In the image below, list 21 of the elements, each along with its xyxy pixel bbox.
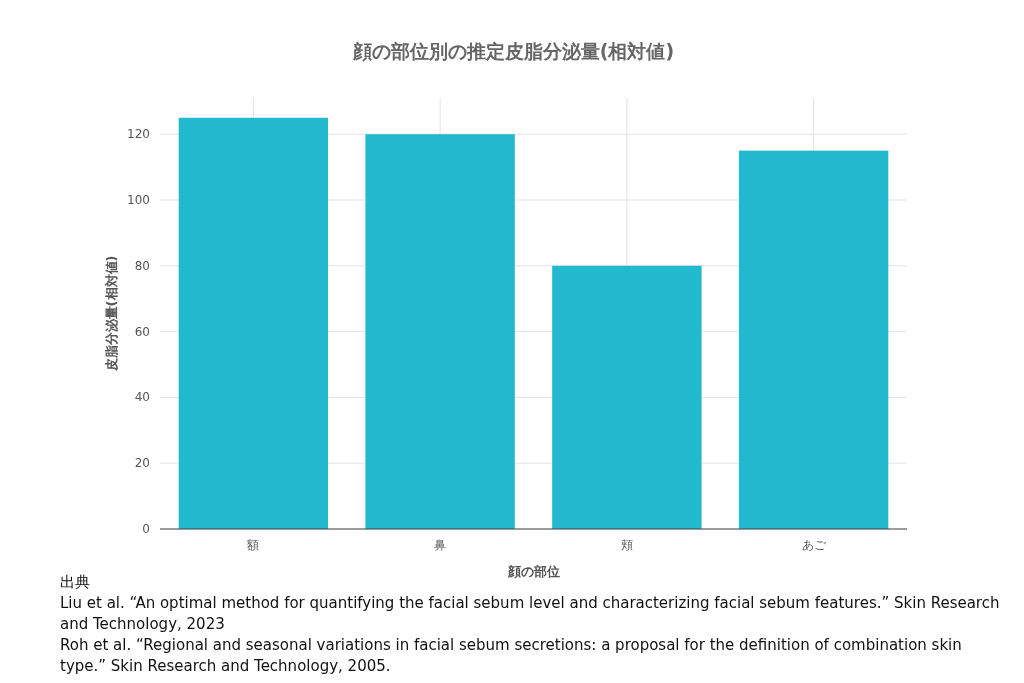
bar [738, 150, 889, 529]
x-tick-label: 額 [247, 538, 260, 552]
text: 出典 [60, 573, 90, 591]
y-tick-label: 60 [134, 324, 150, 339]
text: Liu et al. “An optimal method for quantifying the facial sebum level and characterizing facial sebum features.” Skin Research and Technology, 2023 [60, 593, 1001, 635]
y-axis-title: 皮脂分泌量(相対値) [104, 255, 119, 373]
y-tick-label: 120 [127, 127, 150, 142]
chart-title: 顔の部位別の推定皮脂分泌量(相対値) [351, 40, 675, 62]
y-tick-label: 80 [134, 258, 150, 273]
x-tick-label: あご [801, 538, 827, 552]
y-tick-label: 100 [127, 192, 150, 207]
text: Roh et al. “Regional and seasonal variations in facial sebum secretions: a proposal for the definition of combination skin type.” Skin Research and Technology, 2005. [60, 635, 963, 677]
y-tick-label: 0 [142, 522, 150, 536]
bar [178, 117, 329, 529]
bar [552, 265, 702, 529]
bar [365, 134, 515, 529]
x-axis-title: 顔の部位 [506, 564, 560, 579]
y-tick-label: 40 [134, 390, 150, 405]
x-tick-label: 鼻 [434, 538, 447, 552]
y-tick-label: 20 [134, 456, 150, 471]
x-tick-label: 頬 [620, 538, 633, 552]
